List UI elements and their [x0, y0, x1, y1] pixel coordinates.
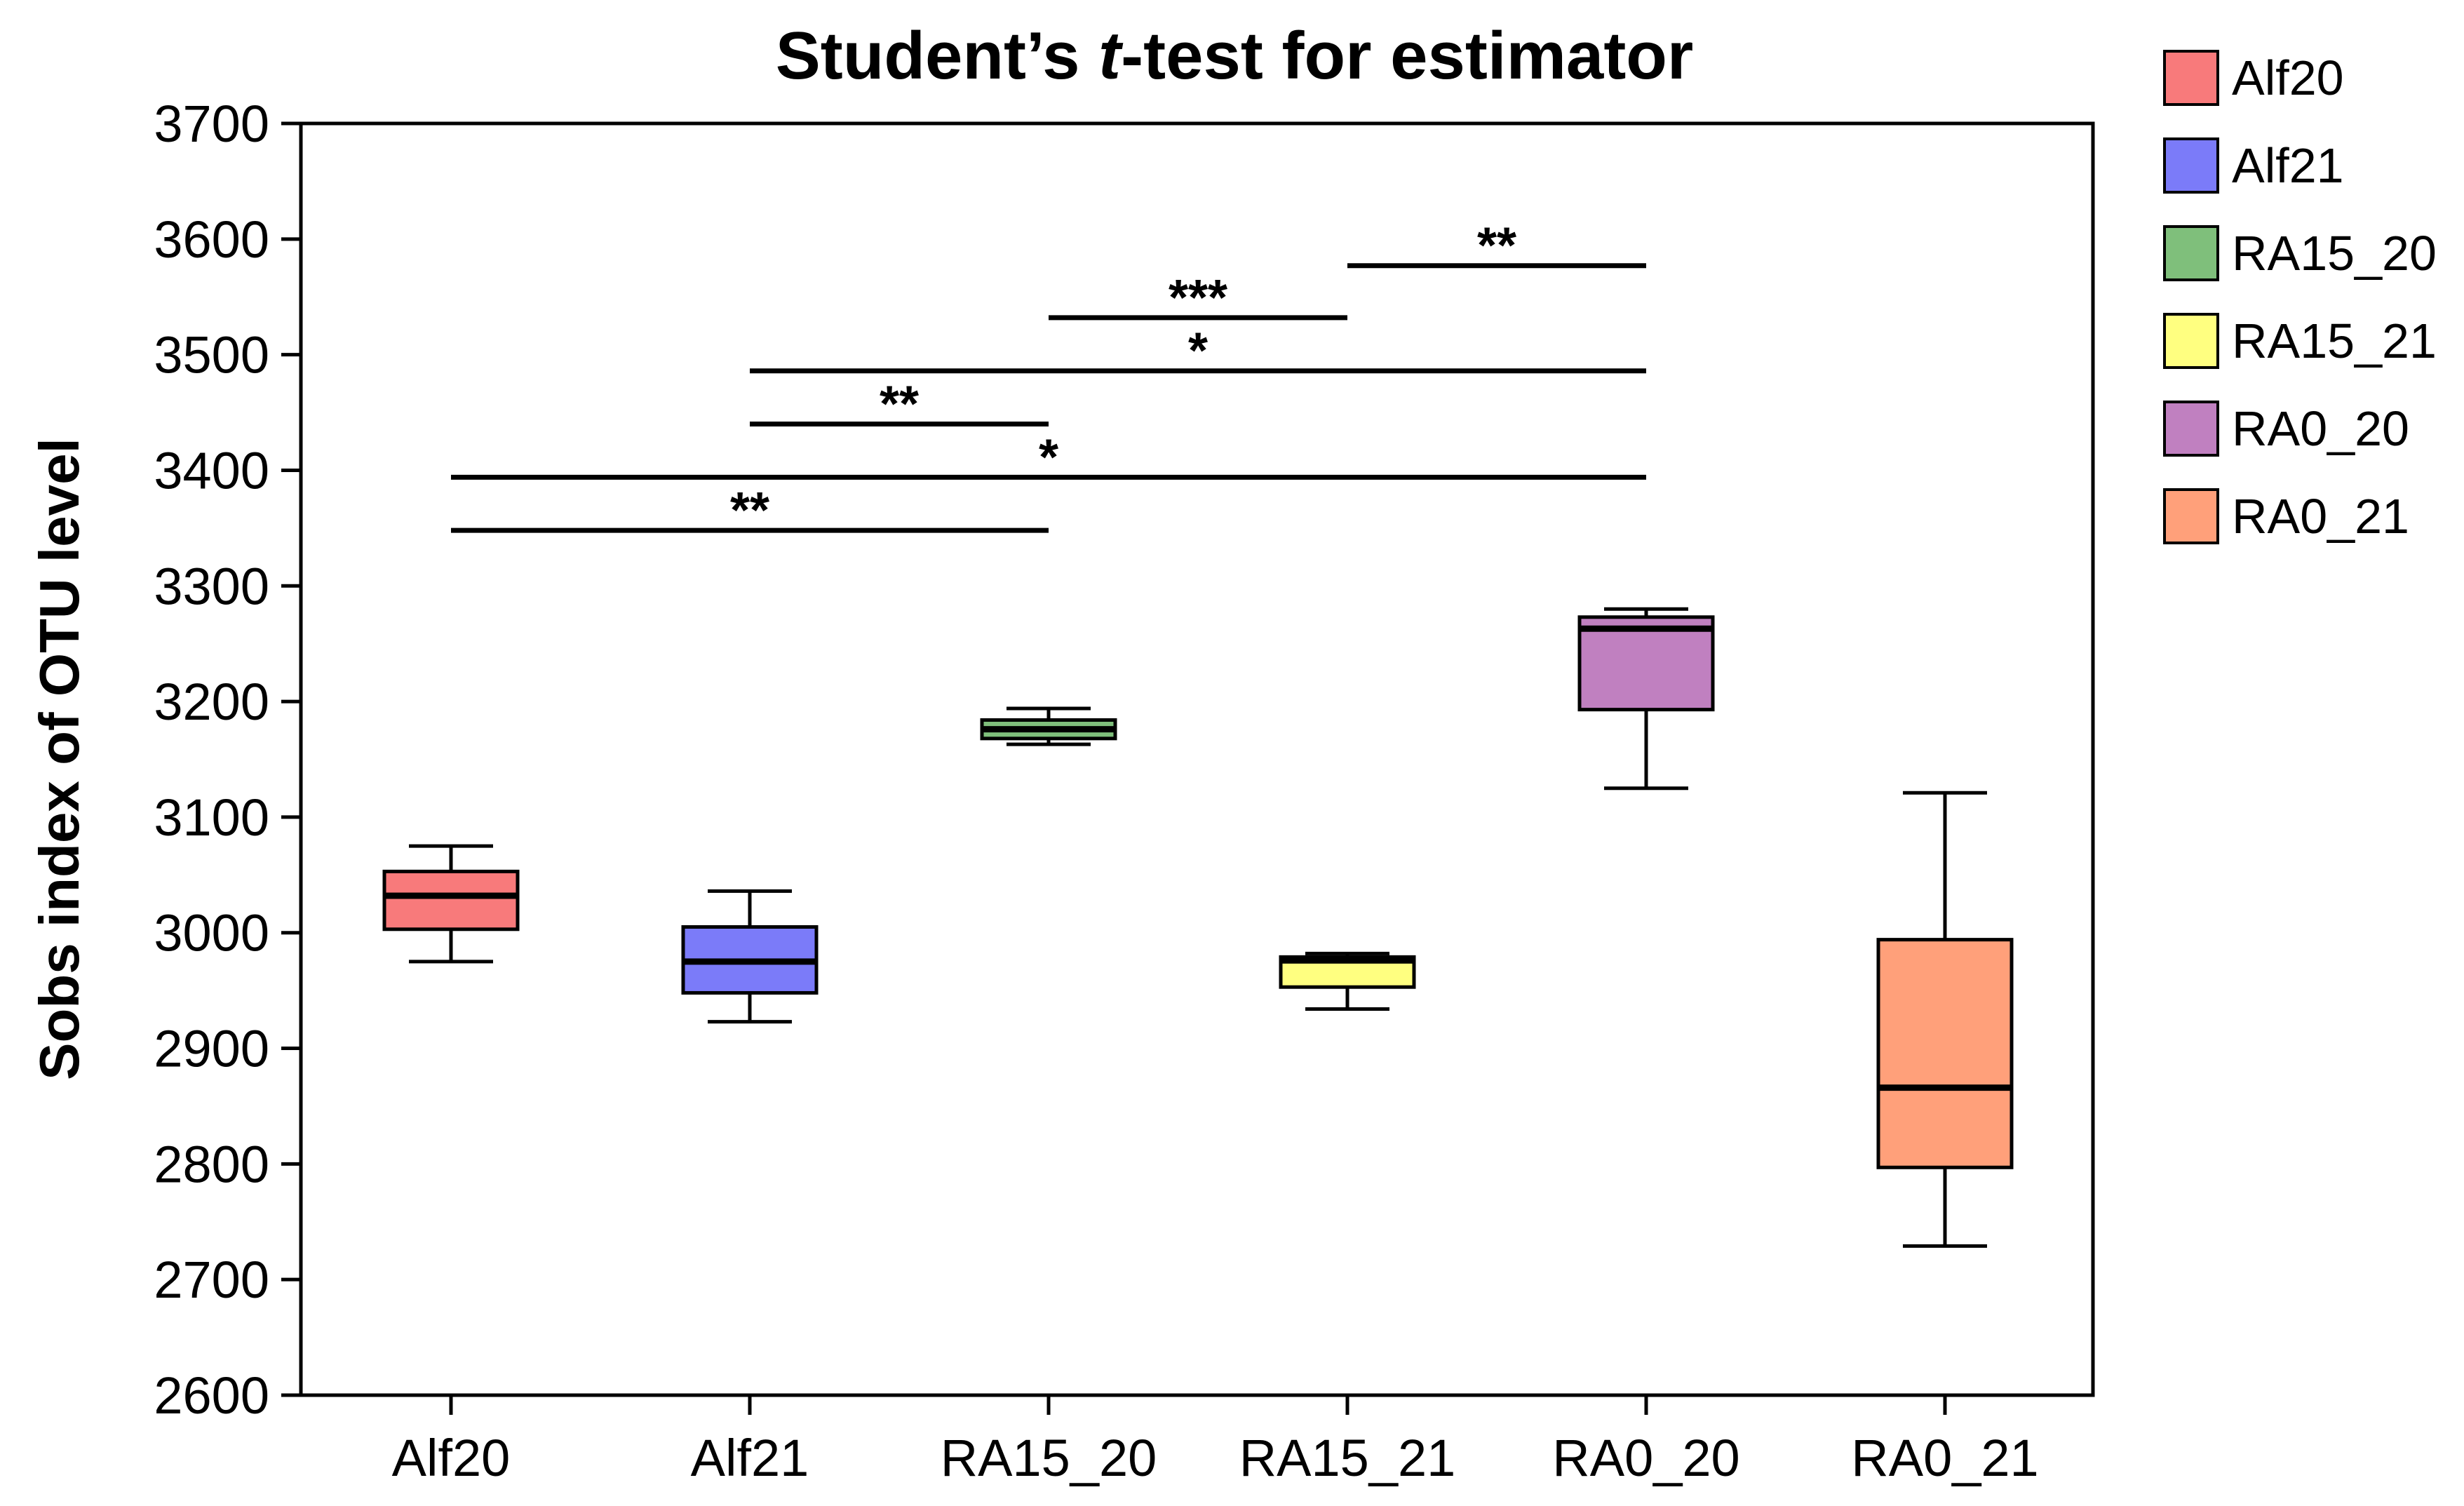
y-axis-label: Sobs index of OTU level: [28, 438, 90, 1080]
significance-label: **: [1477, 218, 1516, 274]
y-tick-label: 2600: [154, 1366, 269, 1425]
box-iqr: [1876, 938, 2014, 1169]
box-alf20: [382, 844, 520, 964]
y-tick-label: 3700: [154, 95, 269, 153]
legend-swatch: [2163, 401, 2219, 457]
box-iqr: [1577, 615, 1715, 712]
legend-swatch: [2163, 137, 2219, 194]
significance-label: ***: [1169, 270, 1227, 326]
legend-label: RA15_20: [2232, 226, 2437, 281]
significance-label: *: [1188, 323, 1208, 379]
box-ra0-20: [1577, 607, 1715, 791]
significance-label: **: [880, 377, 919, 433]
box-ra15-21: [1279, 951, 1416, 1011]
x-tick-label: RA15_20: [941, 1429, 1157, 1487]
chart-title: Student’s t-test for estimator: [776, 18, 1694, 93]
legend-swatch: [2163, 313, 2219, 369]
box-alf21: [681, 889, 819, 1024]
significance-label: *: [1039, 429, 1058, 485]
y-axis-ticks: 2600 2700 2800 2900 3000 3100 3200 3300 3400 3500…: [154, 95, 301, 1425]
x-tick-label: Alf21: [691, 1429, 809, 1487]
y-tick-label: 3400: [154, 441, 269, 499]
boxes-group: [382, 607, 2014, 1248]
y-tick-label: 3300: [154, 557, 269, 615]
chart-title-italic-t: t: [1098, 18, 1124, 93]
y-tick-label: 3000: [154, 904, 269, 962]
chart-title-part-1: Student’s: [776, 18, 1098, 93]
box-iqr: [382, 869, 520, 932]
legend-swatch: [2163, 225, 2219, 281]
box-ra0-21: [1876, 791, 2014, 1248]
y-tick-label: 3200: [154, 673, 269, 731]
legend-label: Alf21: [2232, 138, 2344, 193]
legend-swatch: [2163, 50, 2219, 106]
legend-label: Alf20: [2232, 51, 2344, 105]
y-tick-label: 3600: [154, 210, 269, 269]
x-tick-label: Alf20: [392, 1429, 511, 1487]
significance-group: ***********: [451, 218, 1646, 539]
legend: Alf20 Alf21 RA15_20 RA15_21 RA0_20 RA0_21: [2163, 50, 2437, 544]
chart-title-part-3: -test for estimator: [1121, 18, 1693, 93]
legend-label: RA0_20: [2232, 401, 2409, 456]
x-tick-label: RA0_21: [1851, 1429, 2038, 1487]
significance-label: **: [730, 483, 769, 539]
legend-label: RA0_21: [2232, 489, 2409, 544]
box-ra15-20: [980, 706, 1117, 746]
x-tick-label: RA0_20: [1552, 1429, 1739, 1487]
y-tick-label: 2900: [154, 1020, 269, 1078]
x-tick-label: RA15_21: [1239, 1429, 1456, 1487]
plot-frame: [299, 121, 2095, 1397]
y-tick-label: 3100: [154, 788, 269, 847]
legend-swatch: [2163, 488, 2219, 544]
y-tick-label: 3500: [154, 326, 269, 384]
y-tick-label: 2800: [154, 1135, 269, 1193]
legend-label: RA15_21: [2232, 314, 2437, 368]
x-axis-ticks: Alf20 Alf21 RA15_20 RA15_21 RA0_20 RA0_21: [392, 1395, 2039, 1487]
y-tick-label: 2700: [154, 1251, 269, 1309]
